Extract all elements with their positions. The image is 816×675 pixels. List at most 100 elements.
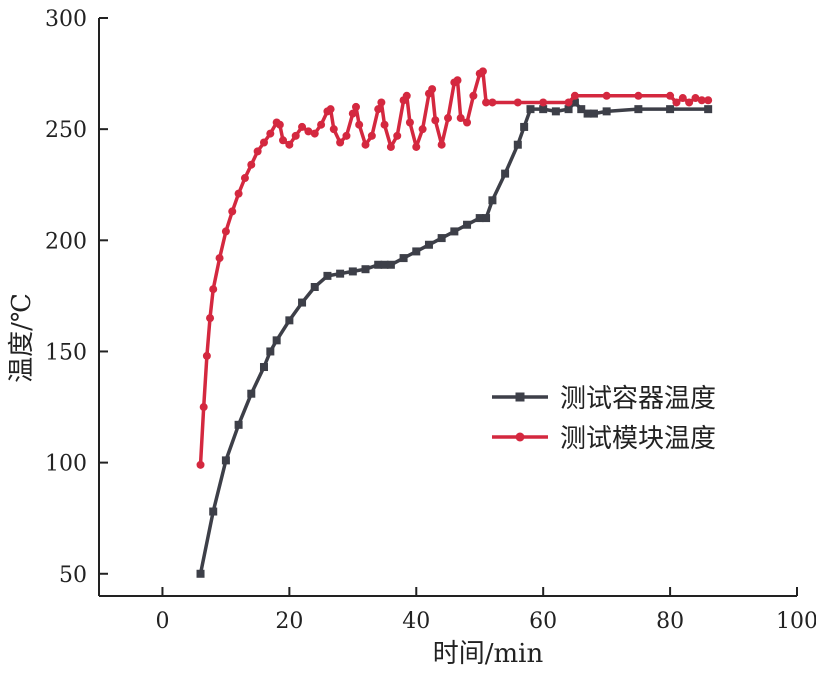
data-point (437, 234, 446, 243)
data-point (196, 569, 205, 578)
x-ticks: 0 20 40 60 80 100 (155, 587, 816, 634)
data-point (221, 456, 230, 465)
data-point (209, 507, 218, 516)
axes (98, 18, 797, 597)
legend-label-container: 测试容器温度 (560, 384, 716, 414)
data-point (450, 227, 459, 236)
data-point (399, 254, 408, 263)
data-point (666, 91, 675, 100)
data-point (393, 131, 402, 140)
data-point (247, 160, 256, 169)
series-module (196, 67, 713, 469)
data-point (412, 247, 421, 256)
x-tick-label: 0 (155, 609, 169, 634)
data-point (323, 271, 332, 280)
data-point (367, 131, 376, 140)
data-point (475, 214, 484, 223)
data-point (298, 298, 307, 307)
y-tick-label: 250 (45, 118, 87, 143)
data-point (482, 98, 491, 107)
x-tick-label: 20 (275, 609, 303, 634)
x-tick-label: 80 (656, 609, 684, 634)
legend-label-module: 测试模块温度 (560, 424, 716, 454)
data-point (199, 403, 208, 412)
data-point (336, 269, 345, 278)
x-axis-title: 时间/min (433, 639, 544, 669)
x-tick-label: 40 (402, 609, 430, 634)
data-point (221, 227, 230, 236)
data-point (589, 109, 598, 118)
data-point (697, 96, 706, 105)
data-point (374, 260, 383, 269)
data-point (272, 336, 281, 345)
data-point (209, 285, 218, 294)
y-tick-label: 100 (45, 452, 87, 477)
y-ticks: 50 100 150 200 250 300 (45, 7, 108, 588)
data-point (488, 196, 497, 205)
data-point (351, 102, 360, 111)
data-point (685, 98, 694, 107)
data-point (570, 98, 579, 107)
series-container (196, 98, 713, 578)
data-point (259, 138, 268, 147)
data-point (259, 363, 268, 372)
data-point (326, 105, 335, 114)
data-point (291, 131, 300, 140)
data-point (342, 131, 351, 140)
data-point (551, 107, 560, 116)
y-tick-label: 200 (45, 229, 87, 254)
data-point (266, 129, 275, 138)
legend: 测试容器温度 测试模块温度 (492, 384, 716, 454)
legend-marker-container (515, 392, 525, 402)
data-point (215, 254, 224, 263)
data-point (424, 240, 433, 249)
data-point (539, 105, 548, 114)
data-point (428, 85, 437, 94)
data-point (361, 140, 370, 149)
data-point (564, 105, 573, 114)
data-point (463, 220, 472, 229)
data-point (704, 105, 713, 114)
data-point (348, 267, 357, 276)
data-point (583, 109, 592, 118)
data-point (228, 207, 237, 216)
data-point (196, 460, 205, 469)
data-point (418, 125, 427, 134)
data-point (570, 91, 579, 100)
data-point (275, 120, 284, 129)
y-tick-label: 150 (45, 340, 87, 365)
data-point (513, 98, 522, 107)
data-point (513, 140, 522, 149)
data-point (405, 118, 414, 127)
data-point (279, 136, 288, 145)
data-point (355, 120, 364, 129)
data-point (444, 114, 452, 123)
data-point (577, 105, 586, 114)
data-point (298, 122, 307, 131)
x-tick-label: 60 (529, 609, 557, 634)
data-point (310, 282, 319, 291)
data-point (678, 94, 687, 103)
data-point (386, 142, 395, 151)
series-layer (196, 67, 713, 578)
data-point (234, 420, 243, 429)
data-point (672, 98, 681, 107)
data-point (456, 114, 465, 123)
data-point (336, 138, 345, 147)
data-point (482, 214, 491, 223)
data-point (310, 129, 319, 138)
data-point (526, 105, 535, 114)
data-point (317, 120, 326, 129)
data-point (539, 98, 548, 107)
data-point (602, 91, 611, 100)
series-line (198, 69, 709, 465)
data-point (361, 265, 370, 274)
legend-marker-module (515, 432, 525, 442)
data-point (402, 91, 411, 100)
data-point (202, 351, 211, 360)
data-point (634, 105, 643, 114)
data-point (380, 120, 389, 129)
data-point (374, 105, 383, 114)
data-point (412, 142, 421, 151)
